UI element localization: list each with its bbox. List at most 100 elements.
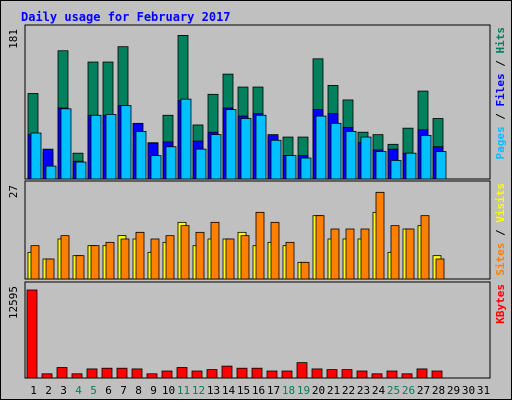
bar-sites-day-9 [150, 238, 160, 280]
day-label-24: 24 [372, 384, 386, 397]
day-label-7: 7 [120, 384, 127, 397]
panel-visits_sites: 27 Sites / Visits [7, 180, 507, 280]
bar-pages-day-1 [30, 132, 42, 180]
day-label-5: 5 [90, 384, 97, 397]
panel-max-label: 12595 [7, 286, 20, 319]
day-label-6: 6 [105, 384, 112, 397]
bar-pages-day-14 [225, 109, 237, 180]
bar-kbytes-day-20 [311, 368, 323, 379]
bar-sites-day-5 [90, 245, 100, 280]
panel-max-label: 27 [7, 185, 20, 198]
bar-pages-day-4 [75, 161, 87, 180]
day-label-2: 2 [45, 384, 52, 397]
day-label-10: 10 [162, 384, 175, 397]
day-label-4: 4 [75, 384, 82, 397]
bar-pages-day-21 [330, 122, 342, 180]
panel-legend: KBytes [494, 284, 507, 324]
bar-sites-day-1 [30, 245, 40, 280]
panel-legend: Pages / Files / Hits [494, 27, 507, 160]
panel-plot-area [24, 281, 491, 379]
bar-sites-day-20 [315, 215, 325, 280]
bar-kbytes-day-9 [146, 373, 158, 379]
day-label-8: 8 [135, 384, 142, 397]
bar-sites-day-23 [360, 228, 370, 280]
bar-kbytes-day-17 [266, 370, 278, 379]
bar-pages-day-22 [345, 131, 357, 180]
day-label-20: 20 [312, 384, 325, 397]
day-label-15: 15 [237, 384, 250, 397]
bar-kbytes-day-7 [116, 367, 128, 379]
bar-kbytes-day-13 [206, 369, 218, 379]
day-label-29: 29 [447, 384, 460, 397]
bar-sites-day-25 [390, 225, 400, 280]
bar-sites-day-15 [240, 235, 250, 280]
bar-pages-day-20 [315, 115, 327, 180]
day-labels: 1 2 3 4 5 6 7 8 9 10 11 12 13 14 15 16 17 18 19 20 21 22 23 24 2… [30, 384, 490, 397]
bar-pages-day-19 [300, 157, 312, 180]
bar-sites-day-14 [225, 238, 235, 280]
bar-kbytes-day-2 [41, 373, 53, 379]
bar-pages-day-11 [180, 98, 192, 180]
legend-sites: Sites [494, 243, 507, 276]
panel-max-label: 181 [7, 29, 20, 49]
legend-visits: Visits [494, 183, 507, 223]
bar-sites-day-22 [345, 228, 355, 280]
day-label-28: 28 [432, 384, 445, 397]
day-label-16: 16 [252, 384, 265, 397]
bar-pages-day-28 [435, 151, 447, 180]
bar-kbytes-day-22 [341, 369, 353, 379]
day-label-3: 3 [60, 384, 67, 397]
bar-sites-day-24 [375, 191, 385, 280]
legend-separator: / [494, 54, 507, 74]
day-label-30: 30 [462, 384, 475, 397]
bar-sites-day-16 [255, 211, 265, 280]
bar-sites-day-13 [210, 221, 220, 280]
chart-title: Daily usage for February 2017 [21, 10, 231, 24]
bar-sites-day-19 [300, 261, 310, 280]
bar-pages-day-7 [120, 105, 132, 180]
panel-legend: Sites / Visits [494, 183, 507, 276]
bar-pages-day-9 [150, 155, 162, 180]
bar-kbytes-day-12 [191, 370, 203, 379]
day-label-26: 26 [402, 384, 415, 397]
day-label-11: 11 [177, 384, 190, 397]
bar-pages-day-5 [90, 114, 102, 180]
panel-kbytes: 12595 KBytes [7, 281, 507, 379]
legend-hits: Hits [494, 27, 507, 54]
bar-kbytes-day-8 [131, 368, 143, 379]
legend-kbytes: KBytes [494, 284, 507, 324]
bar-sites-day-3 [60, 235, 70, 280]
bar-sites-day-28 [435, 258, 445, 280]
legend-separator: / [494, 107, 507, 127]
day-label-23: 23 [357, 384, 370, 397]
bar-kbytes-day-4 [71, 373, 83, 379]
day-label-31: 31 [477, 384, 490, 397]
bar-pages-day-12 [195, 148, 207, 180]
day-label-17: 17 [267, 384, 280, 397]
bar-pages-day-2 [45, 165, 57, 180]
day-label-25: 25 [387, 384, 400, 397]
bar-kbytes-day-24 [371, 373, 383, 379]
bar-sites-day-10 [165, 235, 175, 280]
bar-kbytes-day-23 [356, 370, 368, 379]
bar-sites-day-21 [330, 228, 340, 280]
bar-pages-day-25 [390, 160, 402, 180]
day-label-1: 1 [30, 384, 37, 397]
bar-kbytes-day-21 [326, 369, 338, 379]
bar-pages-day-18 [285, 155, 297, 180]
bar-kbytes-day-15 [236, 367, 248, 379]
bar-pages-day-27 [420, 135, 432, 180]
bar-kbytes-day-16 [251, 367, 263, 379]
bar-pages-day-23 [360, 136, 372, 180]
bar-kbytes-day-25 [386, 370, 398, 379]
bar-kbytes-day-1 [26, 289, 38, 379]
bar-pages-day-16 [255, 114, 267, 180]
bar-pages-day-6 [105, 114, 117, 180]
panel-hits_files_pages: 181 Pages / Files / Hits [7, 24, 507, 180]
bar-kbytes-day-11 [176, 367, 188, 379]
day-label-19: 19 [297, 384, 310, 397]
bar-sites-day-8 [135, 231, 145, 280]
bar-sites-day-7 [120, 238, 130, 280]
